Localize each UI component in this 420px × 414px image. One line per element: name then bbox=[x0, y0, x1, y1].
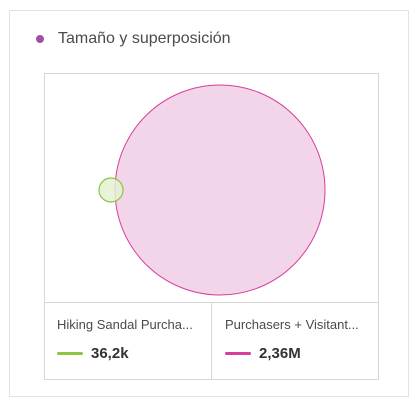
header-dot-icon bbox=[36, 35, 44, 43]
segment-circle-purchasers[interactable] bbox=[114, 84, 326, 296]
legend-label: Hiking Sandal Purcha... bbox=[57, 317, 193, 332]
card-title: Tamaño y superposición bbox=[58, 30, 231, 47]
venn-panel: Hiking Sandal Purcha... 36,2k Purchasers… bbox=[44, 73, 379, 380]
venn-diagram[interactable] bbox=[45, 74, 378, 303]
card-header: Tamaño y superposición bbox=[36, 29, 231, 49]
green-line-swatch-icon bbox=[57, 352, 83, 355]
legend-value: 2,36M bbox=[259, 345, 301, 362]
legend-item-hiking-sandal[interactable]: Hiking Sandal Purcha... 36,2k bbox=[45, 303, 212, 379]
legend-label: Purchasers + Visitant... bbox=[225, 317, 359, 332]
segment-circle-hiking-sandal[interactable] bbox=[98, 177, 124, 203]
legend-value-row: 36,2k bbox=[57, 345, 129, 362]
legend-value-row: 2,36M bbox=[225, 345, 301, 362]
venn-svg bbox=[98, 84, 326, 296]
pink-line-swatch-icon bbox=[225, 352, 251, 355]
legend-value: 36,2k bbox=[91, 345, 129, 362]
legend-item-purchasers[interactable]: Purchasers + Visitant... 2,36M bbox=[213, 303, 378, 379]
